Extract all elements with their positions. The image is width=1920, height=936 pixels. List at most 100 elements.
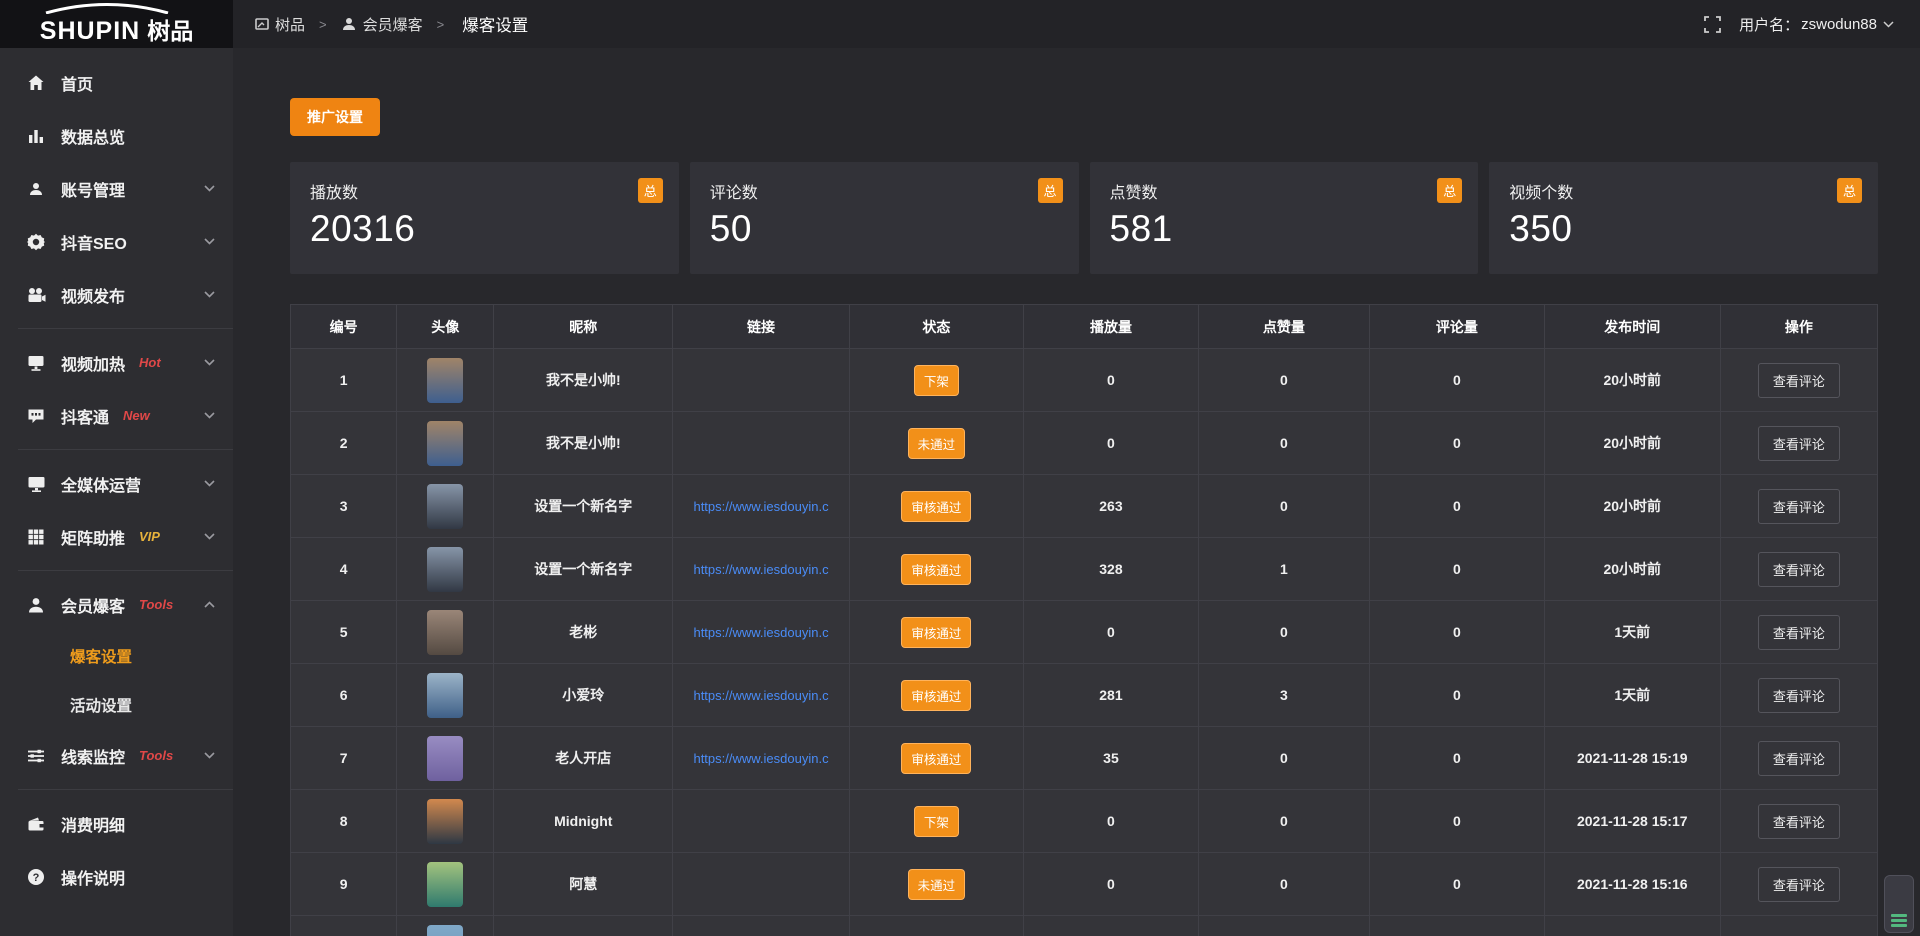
- sidebar-item-label: 视频发布: [61, 288, 126, 306]
- cell-link[interactable]: https://www.iesdouyin.c: [672, 600, 850, 664]
- user-menu[interactable]: 用户名： zswodun88: [1739, 14, 1894, 35]
- cell-plays: 0: [1023, 411, 1199, 475]
- window-icon: [255, 17, 269, 31]
- breadcrumb-item[interactable]: 树品: [255, 14, 305, 35]
- sidebar-item[interactable]: 抖客通 New: [0, 389, 233, 442]
- sidebar-item[interactable]: 数据总览: [0, 109, 233, 162]
- view-comments-button[interactable]: 查看评论: [1757, 362, 1840, 398]
- sidebar-divider: [18, 789, 233, 790]
- status-button[interactable]: 审核通过: [901, 742, 972, 774]
- username-value: zswodun88: [1801, 15, 1877, 33]
- status-button[interactable]: 下架: [913, 364, 959, 396]
- cell-avatar: [396, 474, 495, 538]
- app-logo[interactable]: SHUPIN 树品: [0, 0, 233, 48]
- cell-nickname: 小爱玲: [493, 663, 674, 727]
- view-comments-button[interactable]: 查看评论: [1757, 740, 1840, 776]
- column-header: 点赞量: [1197, 304, 1371, 349]
- sidebar: 首页 数据总览 账号管理 抖音SEO 视频发布 视频加热 Hot 抖客通 New 全媒体运营 矩阵助…: [0, 48, 233, 936]
- bar-chart-icon: [26, 127, 46, 145]
- sidebar-divider: [18, 449, 233, 450]
- cell-link[interactable]: https://www.iesdouyin.c: [672, 474, 850, 538]
- cell-number: 7: [289, 726, 398, 790]
- cell-publish-time: 20小时前: [1543, 474, 1721, 538]
- sidebar-item-label: 矩阵助推: [61, 530, 126, 548]
- cell-status: [848, 915, 1025, 936]
- breadcrumb-item[interactable]: 爆客设置: [462, 12, 528, 36]
- view-comments-button[interactable]: 查看评论: [1757, 614, 1840, 650]
- table-row: 9 阿慧 未通过 0 0 0 2021-11-28 15:16 查看评论: [289, 852, 1879, 916]
- cell-publish-time: 1天前: [1543, 600, 1721, 664]
- sidebar-item[interactable]: 抖音SEO: [0, 215, 233, 268]
- column-header: 发布时间: [1543, 304, 1721, 349]
- cell-link: [672, 852, 850, 916]
- main-content: 推广设置 播放数 20316 总评论数 50 总点赞数 581 总视频个数 350 总 编号 头像…: [233, 48, 1920, 936]
- chevron-down-icon: [204, 185, 215, 192]
- cell-avatar: [396, 537, 495, 601]
- status-button[interactable]: 审核通过: [901, 490, 972, 522]
- user-icon: [341, 16, 357, 32]
- status-button[interactable]: 审核通过: [901, 616, 972, 648]
- cell-number: 6: [289, 663, 398, 727]
- stat-card-total-badge: 总: [1437, 178, 1463, 203]
- cell-action: 查看评论: [1719, 852, 1879, 916]
- sidebar-item-badge: Tools: [139, 748, 174, 763]
- floating-widget[interactable]: [1884, 875, 1914, 933]
- cell-publish-time: 1天前: [1543, 663, 1721, 727]
- view-comments-button[interactable]: 查看评论: [1757, 677, 1840, 713]
- dusk-sky-photo: [427, 483, 464, 529]
- status-button[interactable]: 审核通过: [901, 553, 972, 585]
- sidebar-subitem-active[interactable]: 爆客设置: [70, 648, 133, 666]
- column-header: 头像: [396, 304, 495, 349]
- cell-comments: [1369, 915, 1545, 936]
- cell-plays: 281: [1023, 663, 1199, 727]
- sidebar-item[interactable]: 视频加热 Hot: [0, 336, 233, 389]
- sidebar-item[interactable]: 全媒体运营: [0, 457, 233, 510]
- promo-settings-button[interactable]: 推广设置: [290, 98, 380, 136]
- help-icon: ?: [26, 868, 46, 886]
- column-header: 评论量: [1369, 304, 1545, 349]
- stat-card-total-badge: 总: [1037, 178, 1063, 203]
- cell-avatar: [396, 663, 495, 727]
- cell-likes: [1197, 915, 1371, 936]
- status-button[interactable]: 未通过: [907, 868, 966, 900]
- status-button[interactable]: 下架: [913, 805, 959, 837]
- sidebar-item[interactable]: 消费明细: [0, 797, 233, 850]
- view-comments-button[interactable]: 查看评论: [1757, 425, 1840, 461]
- sidebar-item[interactable]: 账号管理: [0, 162, 233, 215]
- cell-link[interactable]: https://www.iesdouyin.c: [672, 663, 850, 727]
- view-comments-button[interactable]: 查看评论: [1757, 866, 1840, 902]
- breadcrumb-item[interactable]: 会员爆客: [341, 14, 423, 35]
- sidebar-item[interactable]: 会员爆客 Tools: [0, 578, 233, 631]
- sidebar-item[interactable]: 线索监控 Tools: [0, 729, 233, 782]
- breadcrumb: 树品 > 会员爆客 > 爆客设置: [233, 12, 528, 36]
- column-header: 编号: [289, 304, 398, 349]
- view-comments-button[interactable]: 查看评论: [1757, 803, 1840, 839]
- status-button[interactable]: 未通过: [907, 427, 966, 459]
- cell-link[interactable]: https://www.iesdouyin.c: [672, 537, 850, 601]
- cell-plays: [1023, 915, 1199, 936]
- sidebar-subitem[interactable]: 活动设置: [70, 697, 133, 715]
- status-button[interactable]: 审核通过: [901, 679, 972, 711]
- grid-icon: [26, 528, 46, 546]
- chevron-down-icon: [204, 752, 215, 759]
- table-row: 2 我不是小帅! 未通过 0 0 0 20小时前 查看评论: [289, 411, 1879, 475]
- sidebar-item[interactable]: 矩阵助推 VIP: [0, 510, 233, 563]
- sidebar-item[interactable]: ? 操作说明: [0, 850, 233, 903]
- chevron-down-icon: [204, 533, 215, 540]
- cell-likes: 0: [1197, 600, 1371, 664]
- video-icon: [26, 286, 46, 304]
- cell-avatar: [396, 726, 495, 790]
- view-comments-button[interactable]: 查看评论: [1757, 551, 1840, 587]
- fullscreen-icon[interactable]: [1704, 15, 1721, 33]
- sidebar-item[interactable]: 首页: [0, 56, 233, 109]
- stat-card-label: 评论数: [709, 185, 758, 202]
- cell-status: 未通过: [848, 852, 1025, 916]
- cell-link[interactable]: https://www.iesdouyin.c: [672, 726, 850, 790]
- sidebar-item[interactable]: 视频发布: [0, 268, 233, 321]
- column-header: 播放量: [1023, 304, 1199, 349]
- view-comments-button[interactable]: 查看评论: [1757, 488, 1840, 524]
- dusk-sky-photo: [427, 546, 464, 592]
- sidebar-divider: [18, 570, 233, 571]
- cell-nickname: 老人开店: [493, 726, 674, 790]
- person-boat-photo: [427, 672, 464, 718]
